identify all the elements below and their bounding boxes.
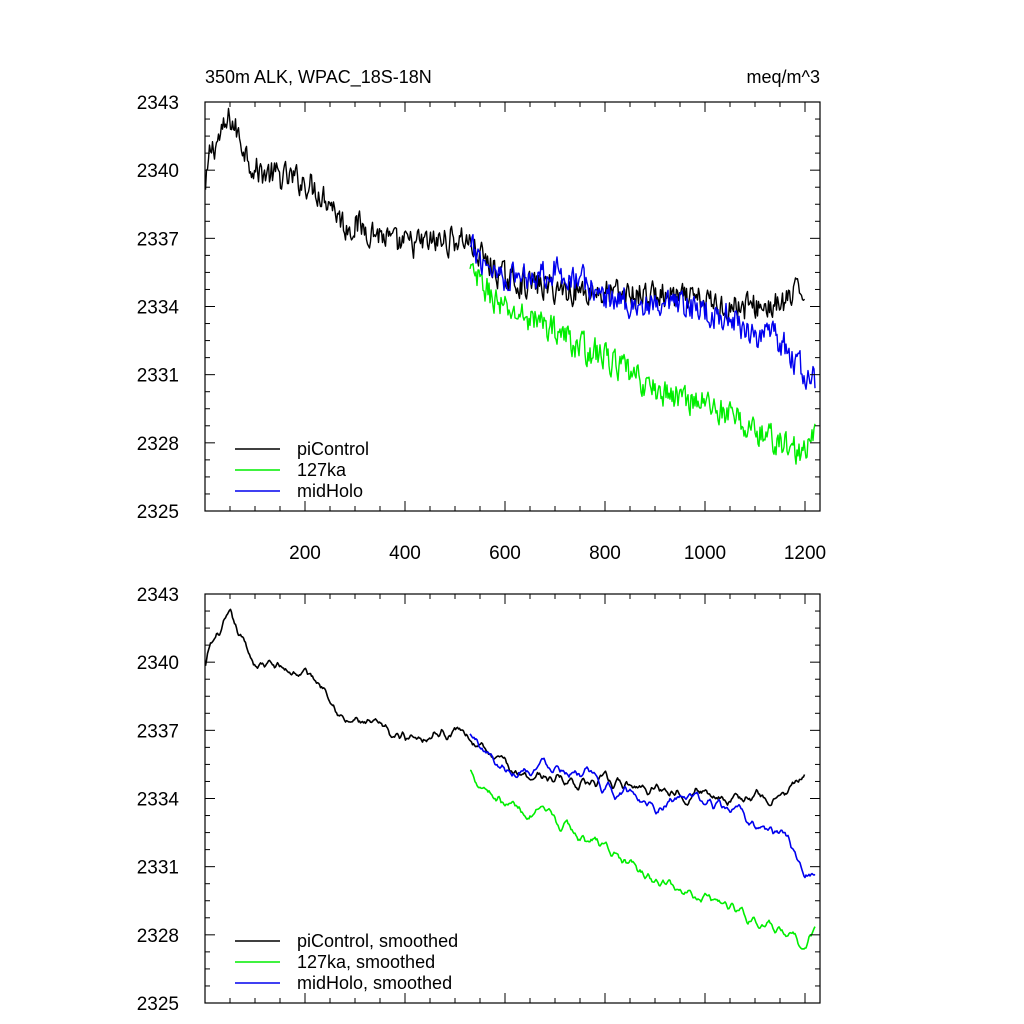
series-line-127ka (469, 262, 816, 465)
y-tick-label: 2331 (137, 366, 179, 387)
y-tick-label: 2340 (137, 653, 179, 674)
series-line-127ka (469, 769, 816, 950)
chart-panel-1: 2325 2328 2331 2334 2337 2340 2343 200 400 600 800… (137, 67, 826, 564)
y-tick-label: 2337 (137, 721, 179, 742)
y-tick-label: 2337 (137, 229, 179, 250)
y-tick-label: 2334 (137, 298, 180, 319)
y-tick-label: 2343 (137, 93, 179, 114)
legend-label: midHolo (297, 481, 363, 501)
y-tick-label: 2328 (137, 434, 179, 455)
y-tick-label: 2334 (137, 790, 180, 811)
y-tick-label: 2331 (137, 858, 179, 879)
series-line-midholo (469, 733, 816, 879)
y-tick-label: 2340 (137, 161, 179, 182)
series-line-midholo (469, 233, 816, 390)
x-tick-label: 800 (589, 543, 621, 564)
x-tick-label: 1000 (684, 543, 726, 564)
x-tick-label: 600 (489, 543, 521, 564)
series-line-picontrol (205, 107, 806, 322)
y-tick-label: 2343 (137, 585, 179, 606)
legend-label: piControl, smoothed (297, 931, 458, 951)
x-tick-label: 200 (289, 543, 321, 564)
y-tick-label: 2325 (137, 994, 179, 1015)
legend-label: 127ka, smoothed (297, 952, 435, 972)
x-tick-label: 400 (389, 543, 421, 564)
legend-label: 127ka (297, 460, 347, 480)
legend-label: piControl (297, 439, 369, 459)
legend-label: midHolo, smoothed (297, 973, 452, 993)
chart-title-right: meq/m^3 (747, 67, 820, 87)
chart-title-left: 350m ALK, WPAC_18S-18N (205, 67, 432, 88)
series-line-picontrol (205, 608, 806, 807)
y-tick-label: 2325 (137, 502, 179, 523)
x-tick-label: 1200 (784, 543, 826, 564)
chart-panel-2: 2325 2328 2331 2334 2337 2340 2343 piControl, s… (137, 585, 821, 1015)
y-tick-label: 2328 (137, 926, 179, 947)
